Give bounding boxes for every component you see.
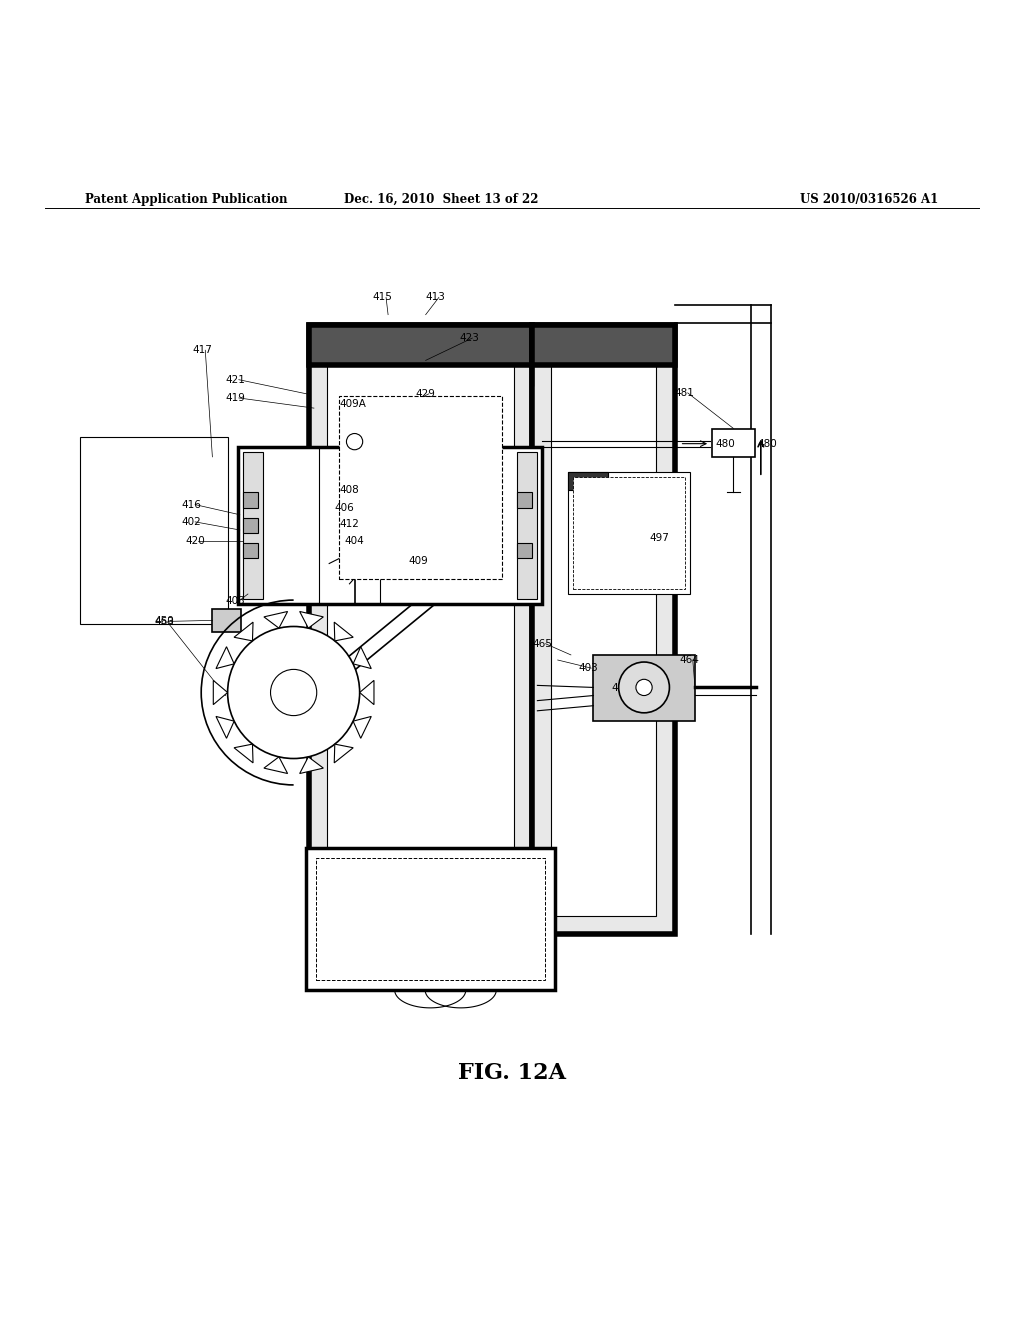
Bar bbox=[551, 343, 656, 916]
Text: 463: 463 bbox=[155, 618, 174, 627]
Text: US 2010/0316526 A1: US 2010/0316526 A1 bbox=[801, 193, 939, 206]
Polygon shape bbox=[353, 717, 372, 738]
Polygon shape bbox=[353, 647, 372, 669]
Text: 480: 480 bbox=[758, 438, 777, 449]
Bar bbox=[243, 544, 258, 558]
Polygon shape bbox=[234, 622, 253, 642]
Text: 416: 416 bbox=[182, 499, 202, 510]
Circle shape bbox=[636, 680, 652, 696]
Text: 404: 404 bbox=[344, 536, 365, 546]
Text: 403: 403 bbox=[578, 663, 598, 673]
Bar bbox=[568, 473, 690, 594]
Bar bbox=[212, 610, 241, 631]
Bar bbox=[517, 492, 532, 508]
Bar bbox=[517, 451, 538, 599]
Polygon shape bbox=[334, 622, 353, 642]
Text: 423: 423 bbox=[459, 333, 479, 343]
Text: Patent Application Publication: Patent Application Publication bbox=[85, 193, 288, 206]
Text: 464: 464 bbox=[680, 655, 699, 665]
Bar bbox=[243, 492, 258, 508]
Bar bbox=[243, 451, 263, 599]
Polygon shape bbox=[359, 680, 374, 705]
Bar bbox=[309, 325, 532, 366]
Text: 450: 450 bbox=[155, 616, 174, 627]
Polygon shape bbox=[234, 744, 253, 763]
Text: 408: 408 bbox=[339, 486, 359, 495]
Text: 412: 412 bbox=[339, 519, 359, 529]
Polygon shape bbox=[300, 756, 324, 774]
Text: 421: 421 bbox=[225, 375, 246, 384]
Text: Dec. 16, 2010  Sheet 13 of 22: Dec. 16, 2010 Sheet 13 of 22 bbox=[344, 193, 539, 206]
Bar bbox=[306, 847, 555, 990]
Text: FIG. 12A: FIG. 12A bbox=[458, 1063, 566, 1084]
Polygon shape bbox=[334, 744, 353, 763]
Polygon shape bbox=[213, 680, 227, 705]
Circle shape bbox=[270, 669, 316, 715]
Polygon shape bbox=[300, 611, 324, 628]
Circle shape bbox=[346, 433, 362, 450]
Polygon shape bbox=[216, 647, 234, 669]
Text: 406: 406 bbox=[334, 503, 354, 512]
Text: 403: 403 bbox=[225, 597, 246, 606]
Bar bbox=[238, 446, 543, 605]
Bar bbox=[316, 858, 545, 979]
Text: 417: 417 bbox=[193, 346, 212, 355]
Bar bbox=[80, 437, 227, 624]
Bar bbox=[309, 325, 532, 935]
Text: 465: 465 bbox=[532, 639, 552, 648]
Text: 413: 413 bbox=[426, 293, 445, 302]
Text: 420: 420 bbox=[185, 536, 205, 546]
Circle shape bbox=[227, 627, 359, 759]
Bar bbox=[327, 343, 514, 916]
Bar bbox=[573, 478, 685, 589]
Bar bbox=[339, 396, 502, 578]
Bar bbox=[532, 325, 675, 366]
Text: 415: 415 bbox=[373, 293, 393, 302]
Bar bbox=[712, 429, 755, 457]
Circle shape bbox=[618, 663, 670, 713]
Text: 419: 419 bbox=[225, 393, 246, 403]
Bar bbox=[532, 325, 675, 935]
Bar bbox=[243, 517, 258, 533]
Polygon shape bbox=[216, 717, 234, 738]
Text: 409: 409 bbox=[409, 557, 428, 566]
Polygon shape bbox=[264, 756, 288, 774]
Polygon shape bbox=[264, 611, 288, 628]
Text: 497: 497 bbox=[649, 533, 669, 543]
Bar bbox=[593, 655, 695, 721]
Text: 409A: 409A bbox=[339, 399, 367, 409]
Text: 480: 480 bbox=[715, 438, 735, 449]
Bar bbox=[517, 544, 532, 558]
Bar bbox=[568, 473, 608, 491]
Text: 429: 429 bbox=[416, 389, 435, 399]
Text: 481: 481 bbox=[675, 388, 694, 397]
Text: 487: 487 bbox=[611, 684, 632, 693]
Text: 402: 402 bbox=[182, 517, 202, 527]
